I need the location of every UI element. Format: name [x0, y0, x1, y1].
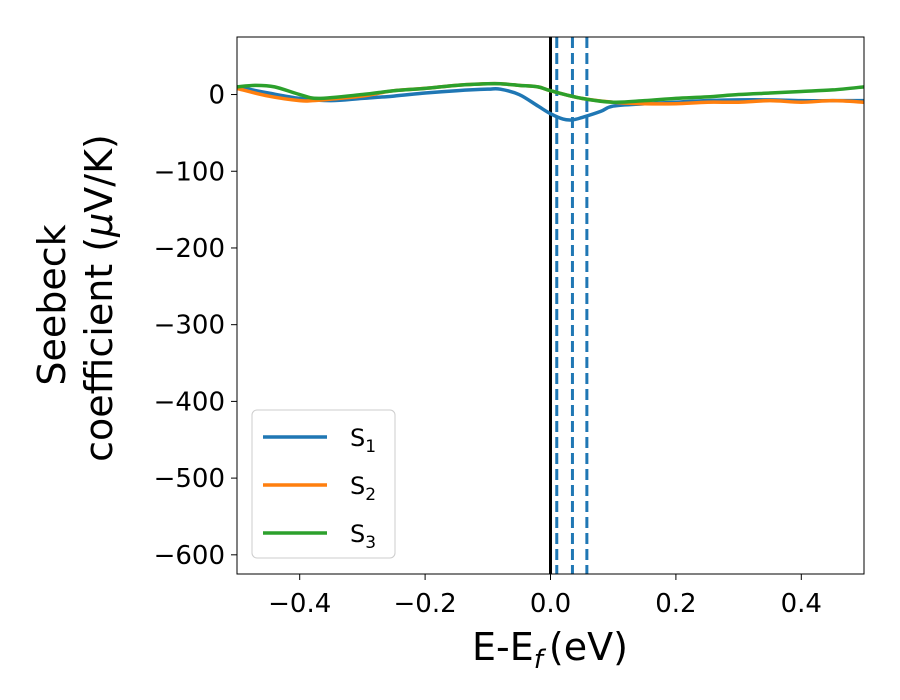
x-tick-label: 0.2 [655, 589, 696, 619]
y-tick-label: −300 [154, 311, 225, 341]
y-tick-label: −600 [154, 541, 225, 571]
y-tick-label: −500 [154, 464, 225, 494]
x-tick-label: −0.4 [268, 589, 331, 619]
y-axis-ticks: 0 −100 −200 −300 −400 −500 −600 [154, 81, 237, 571]
y-axis-label-line2: coefficient (μV/K) [77, 134, 121, 462]
x-tick-label: 0.4 [781, 589, 822, 619]
y-tick-label: 0 [208, 81, 225, 111]
series-lines [237, 81, 864, 122]
x-tick-label: −0.2 [394, 589, 457, 619]
y-tick-label: −100 [154, 157, 225, 187]
x-tick-label: 0.0 [530, 589, 571, 619]
x-axis-ticks: −0.4 −0.2 0.0 0.2 0.4 [268, 574, 822, 619]
series-line-s1 [237, 85, 864, 122]
y-tick-label: −400 [154, 387, 225, 417]
y-tick-label: −200 [154, 234, 225, 264]
x-axis-label: E-Ef (eV) [472, 625, 628, 675]
legend-label-s1: S1 [350, 424, 376, 457]
legend: S1 S2 S3 [251, 409, 396, 559]
series-line-s3 [237, 81, 864, 105]
y-axis-label-line1: Seebeck [30, 224, 74, 385]
legend-label-s2: S2 [350, 472, 376, 505]
legend-label-s3: S3 [350, 520, 376, 553]
vertical-lines [549, 37, 589, 574]
